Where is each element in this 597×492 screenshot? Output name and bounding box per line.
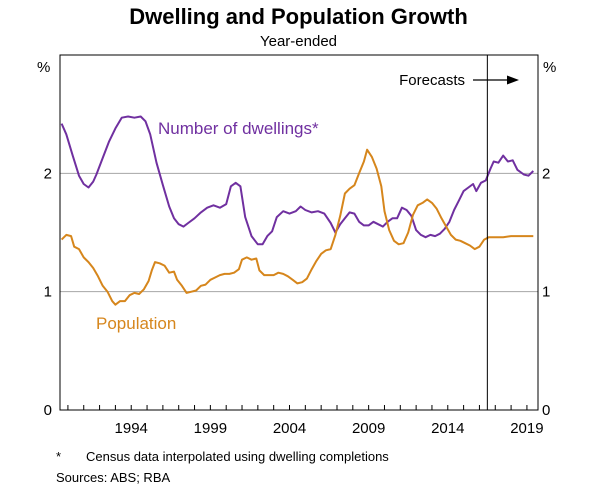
x-tick-label: 2009 xyxy=(352,420,385,437)
chart-title: Dwelling and Population Growth xyxy=(129,4,468,29)
y-tick-label-right: 0 xyxy=(542,402,550,419)
series-line-dwellings xyxy=(60,115,534,246)
footnote-text: Census data interpolated using dwelling … xyxy=(86,449,389,464)
y-unit-left: % xyxy=(37,59,50,76)
sources-note: Sources: ABS; RBA xyxy=(56,470,171,485)
y-tick-label-left: 2 xyxy=(44,165,52,182)
axes xyxy=(59,54,539,411)
x-tick-label: 2019 xyxy=(510,420,543,437)
series-label-dwellings: Number of dwellings* xyxy=(158,119,319,138)
plot-frame xyxy=(59,54,539,411)
x-tick-label: 1999 xyxy=(194,420,227,437)
gridlines xyxy=(60,172,538,293)
x-tick-label: 2014 xyxy=(431,420,464,437)
y-tick-label-right: 2 xyxy=(542,165,550,182)
footnote-marker: * xyxy=(56,449,62,464)
series-label-population: Population xyxy=(96,314,176,333)
series-line-population xyxy=(60,148,534,306)
y-tick-label-right: 1 xyxy=(542,284,550,301)
x-tick-label: 1994 xyxy=(115,420,148,437)
forecast-arrow-head xyxy=(507,75,519,85)
series-lines xyxy=(60,115,534,306)
y-tick-label-left: 1 xyxy=(44,284,52,301)
y-unit-right: % xyxy=(543,59,556,76)
forecast-label: Forecasts xyxy=(399,72,465,89)
x-tick-label: 2004 xyxy=(273,420,306,437)
y-tick-label-left: 0 xyxy=(44,402,52,419)
chart-subtitle: Year-ended xyxy=(259,33,337,50)
